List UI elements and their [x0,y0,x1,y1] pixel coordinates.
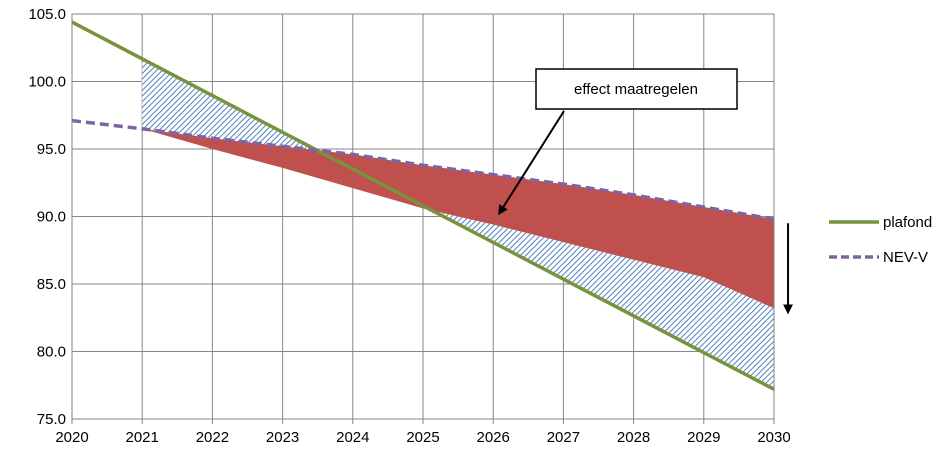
x-tick-label: 2027 [547,429,580,446]
x-tick-label: 2026 [477,429,510,446]
hatched-area-1 [423,208,774,390]
annotation-text: effect maatregelen [574,81,698,98]
x-tick-label: 2030 [757,429,790,446]
x-tick-label: 2029 [687,429,720,446]
x-tick-label: 2022 [196,429,229,446]
y-tick-label: 80.0 [37,344,66,361]
series-line-plafond [71,20,775,391]
y-tick-label: 90.0 [37,209,66,226]
hatched-area-0 [142,58,329,156]
y-tick-label: 85.0 [37,276,66,293]
legend-item-nev-v: NEV-V [829,249,928,266]
x-tick-label: 2025 [406,429,439,446]
x-tick-label: 2024 [336,429,369,446]
series-line-nev-v [71,118,775,221]
legend-item-plafond: plafond [829,214,932,231]
solid-area-2 [142,128,774,309]
shaded-areas [142,58,774,390]
y-tick-label: 105.0 [28,6,66,23]
x-tick-label: 2023 [266,429,299,446]
y-tick-label: 75.0 [37,411,66,428]
x-tick-label: 2028 [617,429,650,446]
legend-label-plafond: plafond [883,214,932,231]
x-tick-label: 2020 [55,429,88,446]
series-lines [71,20,775,391]
annotation-arrow [498,110,565,216]
y-tick-label: 95.0 [37,141,66,158]
x-tick-label: 2021 [126,429,159,446]
legend-label-nev-v: NEV-V [883,249,928,266]
y-tick-label: 100.0 [28,74,66,91]
legend: plafond NEV-V [829,214,932,266]
annotation-box [535,68,738,110]
y-axis: 75.0 80.0 85.0 90.0 95.0 100.0 105.0 [28,6,66,428]
annotation-box-group: effect maatregelen [498,68,738,216]
x-axis: 2020 2021 2022 2023 2024 2025 2026 2027 2028 2029… [55,419,791,446]
